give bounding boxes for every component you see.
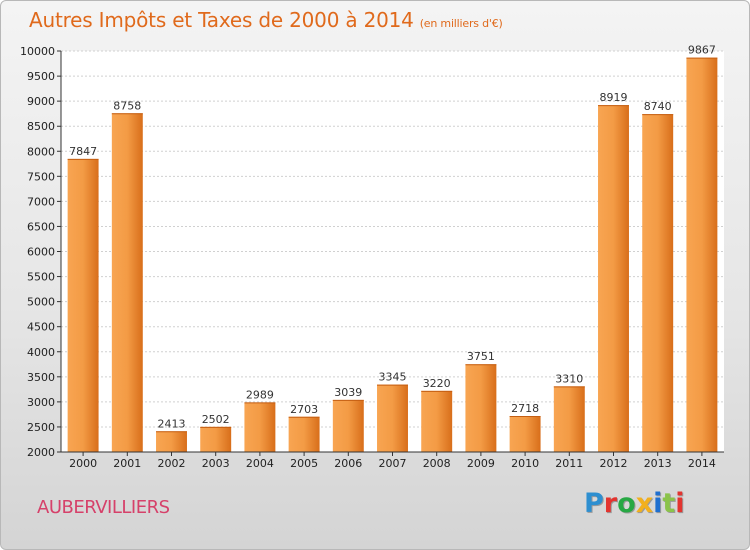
- y-axis-ticks: 2000 2500 3000 3500 4000 4500 5000 5500 6000 6500…: [20, 45, 61, 459]
- bar-2005: [288, 416, 320, 452]
- value-label-2003: 2502: [202, 413, 230, 426]
- logo-letter: o: [617, 488, 636, 519]
- proxiti-logo[interactable]: Proxiti: [584, 488, 685, 519]
- y-tick-label: 5000: [27, 296, 55, 309]
- x-tick-label-2012: 2012: [600, 457, 628, 470]
- y-tick-label: 7500: [27, 170, 55, 183]
- value-label-2012: 8919: [600, 91, 628, 104]
- value-label-2010: 2718: [511, 402, 539, 415]
- bar-2003: [200, 426, 232, 452]
- y-tick-label: 7000: [27, 195, 55, 208]
- bar-2009: [465, 364, 497, 452]
- x-tick-label-2000: 2000: [69, 457, 97, 470]
- bar-2001: [111, 113, 143, 452]
- x-tick-label-2014: 2014: [688, 457, 716, 470]
- value-label-2001: 8758: [113, 99, 141, 112]
- x-tick-label-2013: 2013: [644, 457, 672, 470]
- y-tick-label: 6500: [27, 220, 55, 233]
- value-label-2008: 3220: [423, 377, 451, 390]
- bar-2013: [642, 114, 674, 452]
- y-tick-label: 3500: [27, 371, 55, 384]
- y-tick-label: 8000: [27, 145, 55, 158]
- bar-2010: [509, 416, 541, 452]
- x-tick-label-2011: 2011: [555, 457, 583, 470]
- logo-letter: r: [603, 488, 618, 519]
- bar-2012: [598, 105, 629, 453]
- x-tick-label-2004: 2004: [246, 457, 274, 470]
- logo-letter: i: [675, 488, 685, 519]
- y-tick-label: 5500: [27, 271, 55, 284]
- x-tick-label-2006: 2006: [334, 457, 362, 470]
- value-label-2011: 3310: [555, 372, 583, 385]
- y-tick-label: 4500: [27, 321, 55, 334]
- x-tick-label-2009: 2009: [467, 457, 495, 470]
- bar-2000: [67, 158, 99, 452]
- y-tick-label: 2000: [27, 446, 55, 459]
- x-tick-label-2002: 2002: [158, 457, 186, 470]
- bar-2011: [553, 386, 585, 452]
- y-tick-label: 4000: [27, 346, 55, 359]
- logo-letter: x: [635, 488, 654, 519]
- x-tick-label-2003: 2003: [202, 457, 230, 470]
- title-text: Autres Impôts et Taxes de 2000 à 2014: [29, 8, 414, 32]
- y-tick-label: 9500: [27, 70, 55, 83]
- bar-2006: [332, 399, 364, 452]
- logo-letter: P: [584, 488, 604, 519]
- bar-2008: [421, 390, 453, 452]
- y-tick-label: 2500: [27, 421, 55, 434]
- value-label-2007: 3345: [379, 371, 407, 384]
- y-tick-label: 10000: [20, 45, 55, 58]
- bar-2004: [244, 402, 276, 452]
- value-label-2000: 7847: [69, 145, 97, 158]
- x-tick-label-2001: 2001: [113, 457, 141, 470]
- city-name: AUBERVILLIERS: [37, 497, 170, 518]
- logo-letter: i: [653, 488, 663, 519]
- bar-2007: [377, 384, 408, 452]
- x-tick-label-2010: 2010: [511, 457, 539, 470]
- y-tick-label: 9000: [27, 95, 55, 108]
- x-tick-label-2005: 2005: [290, 457, 318, 470]
- y-tick-label: 3000: [27, 396, 55, 409]
- x-tick-label-2008: 2008: [423, 457, 451, 470]
- value-label-2005: 2703: [290, 403, 318, 416]
- value-label-2014: 9867: [688, 44, 716, 57]
- x-tick-label-2007: 2007: [379, 457, 407, 470]
- value-label-2009: 3751: [467, 350, 495, 363]
- x-axis-ticks: 2000 2001 2002 2003 2004 2005 2006 2007 2008 2009…: [69, 452, 716, 470]
- y-tick-label: 8500: [27, 120, 55, 133]
- value-label-2002: 2413: [158, 417, 186, 430]
- bar-2002: [156, 431, 187, 452]
- bar-2014: [686, 57, 718, 452]
- chart-title: Autres Impôts et Taxes de 2000 à 2014 (en…: [29, 8, 503, 32]
- logo-letter: t: [662, 488, 676, 519]
- unit-label: (en milliers d'€): [419, 17, 503, 30]
- value-label-2006: 3039: [334, 386, 362, 399]
- y-tick-label: 6000: [27, 246, 55, 259]
- value-label-2004: 2989: [246, 388, 274, 401]
- bars: 7847 8758 2413 2502 2989 2703 3039 3345 3220 3751…: [67, 44, 718, 453]
- value-label-2013: 8740: [644, 100, 672, 113]
